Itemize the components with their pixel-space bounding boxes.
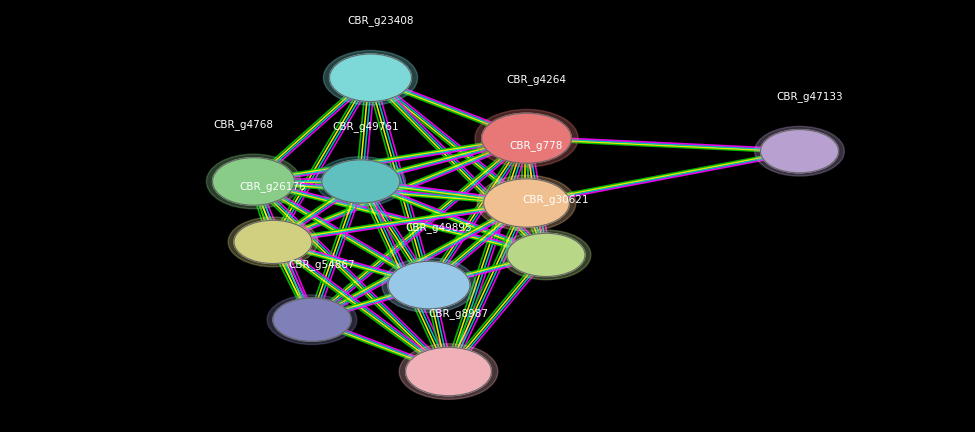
Ellipse shape	[475, 109, 578, 167]
Ellipse shape	[234, 220, 312, 264]
Ellipse shape	[477, 175, 576, 231]
Ellipse shape	[406, 347, 491, 396]
Ellipse shape	[507, 233, 585, 276]
Text: CBR_g8987: CBR_g8987	[428, 308, 488, 319]
Text: CBR_g49895: CBR_g49895	[406, 222, 472, 233]
Ellipse shape	[330, 54, 411, 102]
Text: CBR_g23408: CBR_g23408	[347, 15, 413, 26]
Ellipse shape	[228, 217, 318, 267]
Ellipse shape	[482, 113, 571, 163]
Text: CBR_g49761: CBR_g49761	[332, 121, 399, 132]
Ellipse shape	[273, 298, 351, 341]
Ellipse shape	[324, 51, 417, 105]
Text: CBR_g47133: CBR_g47133	[776, 91, 842, 102]
Ellipse shape	[755, 127, 844, 176]
Text: CBR_g778: CBR_g778	[510, 140, 563, 151]
Ellipse shape	[207, 154, 300, 209]
Ellipse shape	[760, 130, 838, 173]
Text: CBR_g26176: CBR_g26176	[240, 181, 306, 192]
Ellipse shape	[382, 258, 476, 312]
Ellipse shape	[484, 179, 569, 227]
Ellipse shape	[399, 344, 498, 399]
Ellipse shape	[267, 295, 357, 345]
Ellipse shape	[388, 261, 470, 309]
Text: CBR_g4768: CBR_g4768	[214, 119, 274, 130]
Text: CBR_g30621: CBR_g30621	[523, 194, 589, 205]
Ellipse shape	[322, 160, 400, 203]
Ellipse shape	[316, 157, 406, 206]
Ellipse shape	[213, 158, 294, 205]
Text: CBR_g54867: CBR_g54867	[289, 259, 355, 270]
Text: CBR_g4264: CBR_g4264	[506, 74, 566, 85]
Ellipse shape	[501, 230, 591, 280]
